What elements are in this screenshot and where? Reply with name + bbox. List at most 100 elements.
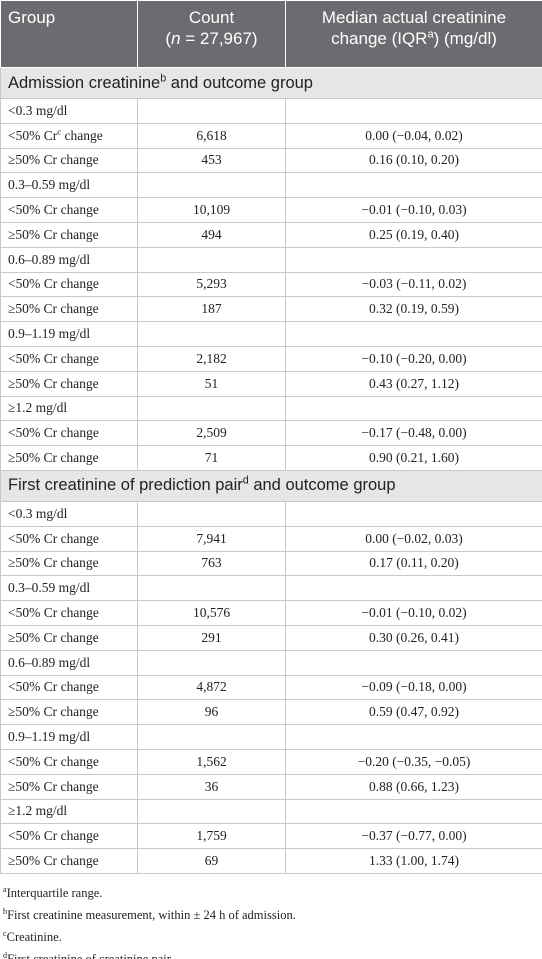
data-row: <50% Cr change 1,759 −0.37 (−0.77, 0.00) (0, 823, 542, 850)
count-cell: 10,576 (137, 600, 286, 626)
row-label: <50% Cr change (0, 600, 138, 626)
data-row: <50% Cr change 2,182 −0.10 (−0.20, 0.00) (0, 345, 542, 372)
row-label: <50% Cr change (0, 197, 138, 223)
count-cell: 5,293 (137, 271, 286, 298)
section-row: Admission creatinineb and outcome group (0, 67, 542, 99)
count-cell: 7,941 (137, 525, 286, 552)
row-label: ≥50% Cr change (0, 147, 138, 174)
footnote-text: First creatinine measurement, within ± 2… (7, 907, 296, 922)
group-label: ≥1.2 mg/dl (0, 395, 138, 422)
count-cell: 291 (137, 624, 286, 651)
row-label: ≥50% Cr change (0, 370, 138, 397)
empty-cell (137, 172, 286, 199)
group-label: ≥1.2 mg/dl (0, 798, 138, 825)
median-cell: 0.00 (−0.04, 0.02) (285, 122, 542, 149)
median-cell: −0.01 (−0.10, 0.02) (285, 600, 542, 626)
row-label: <50% Cr change (0, 674, 138, 701)
footnote: bFirst creatinine measurement, within ± … (3, 904, 542, 926)
count-cell: 1,759 (137, 823, 286, 850)
empty-cell (285, 395, 542, 422)
data-row: ≥50% Cr change 453 0.16 (0.10, 0.20) (0, 147, 542, 174)
median-cell: 0.88 (0.66, 1.23) (285, 773, 542, 800)
cell-text: ≥50% Cr change (8, 152, 99, 168)
header-text: = 27,967) (180, 29, 258, 48)
median-cell: 1.33 (1.00, 1.74) (285, 848, 542, 874)
median-cell: 0.00 (−0.02, 0.03) (285, 525, 542, 552)
count-cell: 36 (137, 773, 286, 800)
row-label: <50% Cr change (0, 525, 138, 552)
group-row: ≥1.2 mg/dl (0, 798, 542, 825)
footnotes: aInterquartile range. bFirst creatinine m… (0, 874, 542, 959)
cell-text: <50% Cr change (8, 605, 99, 621)
header-text: Count (188, 8, 235, 27)
median-cell: 0.43 (0.27, 1.12) (285, 370, 542, 397)
median-cell: −0.01 (−0.10, 0.03) (285, 197, 542, 223)
cell-text: ≥50% Cr change (8, 375, 99, 391)
data-row: ≥50% Cr change 96 0.59 (0.47, 0.92) (0, 699, 542, 726)
data-row: ≥50% Cr change 291 0.30 (0.26, 0.41) (0, 624, 542, 651)
count-cell: 187 (137, 296, 286, 323)
table-header: Group Count (n = 27,967) Median actual cr… (0, 0, 542, 68)
footnote-mark: a (3, 884, 7, 894)
median-cell: −0.09 (−0.18, 0.00) (285, 674, 542, 701)
median-cell: 0.59 (0.47, 0.92) (285, 699, 542, 726)
count-cell: 2,182 (137, 345, 286, 372)
median-cell: 0.17 (0.11, 0.20) (285, 550, 542, 577)
count-cell: 453 (137, 147, 286, 174)
median-cell: 0.90 (0.21, 1.60) (285, 445, 542, 471)
group-label: <0.3 mg/dl (0, 98, 138, 124)
cell-text: ≥50% Cr change (8, 853, 99, 868)
empty-cell (137, 98, 286, 124)
footnote-mark: c (57, 126, 62, 137)
row-label: <50% Crc change (0, 122, 138, 149)
header-cell: Median actual creatinine change (IQRa) (m… (285, 0, 542, 68)
group-row: 0.6–0.89 mg/dl (0, 649, 542, 676)
empty-cell (137, 798, 286, 825)
cell-text: <50% Cr change (8, 276, 99, 292)
median-cell: 0.16 (0.10, 0.20) (285, 147, 542, 174)
group-row: <0.3 mg/dl (0, 500, 542, 527)
empty-cell (285, 798, 542, 825)
cell-text: ≥50% Cr change (8, 450, 99, 466)
footnote-mark: b (3, 906, 8, 916)
data-row: ≥50% Cr change 71 0.90 (0.21, 1.60) (0, 445, 542, 471)
group-label: 0.6–0.89 mg/dl (0, 649, 138, 676)
row-label: <50% Cr change (0, 271, 138, 298)
cell-text: ≥50% Cr change (8, 555, 99, 571)
cell-text: <50% Cr change (8, 753, 99, 769)
footnote: aInterquartile range. (3, 882, 542, 904)
cell-text: and outcome group (248, 476, 396, 495)
empty-cell (285, 172, 542, 199)
row-label: ≥50% Cr change (0, 550, 138, 577)
empty-cell (285, 98, 542, 124)
group-row: 0.9–1.19 mg/dl (0, 321, 542, 347)
empty-cell (137, 246, 286, 273)
header-cell: Group (0, 0, 138, 68)
cell-text: Admission creatinine (8, 73, 161, 92)
cell-text: <50% Cr change (8, 828, 99, 844)
data-row: <50% Cr change 10,109 −0.01 (−0.10, 0.03) (0, 197, 542, 223)
data-row: <50% Cr change 7,941 0.00 (−0.02, 0.03) (0, 525, 542, 552)
group-row: 0.9–1.19 mg/dl (0, 724, 542, 750)
section-cell: First creatinine of prediction paird and… (0, 469, 542, 502)
data-row: ≥50% Cr change 51 0.43 (0.27, 1.12) (0, 370, 542, 397)
group-label: 0.9–1.19 mg/dl (0, 724, 138, 750)
footnote-mark: d (3, 950, 8, 959)
footnote-text: First creatinine of creatinine pair (7, 951, 171, 959)
row-label: ≥50% Cr change (0, 699, 138, 726)
empty-cell (137, 500, 286, 527)
median-cell: −0.37 (−0.77, 0.00) (285, 823, 542, 850)
cell-text: and outcome group (166, 73, 313, 92)
median-cell: 0.25 (0.19, 0.40) (285, 221, 542, 248)
group-row: 0.3–0.59 mg/dl (0, 172, 542, 199)
empty-cell (285, 246, 542, 273)
row-label: <50% Cr change (0, 420, 138, 447)
count-cell: 51 (137, 370, 286, 397)
data-row: ≥50% Cr change 36 0.88 (0.66, 1.23) (0, 773, 542, 800)
empty-cell (137, 575, 286, 602)
footnote: cCreatinine. (3, 926, 542, 948)
empty-cell (285, 724, 542, 750)
row-label: <50% Cr change (0, 345, 138, 372)
header-text: change (IQR (331, 29, 428, 48)
